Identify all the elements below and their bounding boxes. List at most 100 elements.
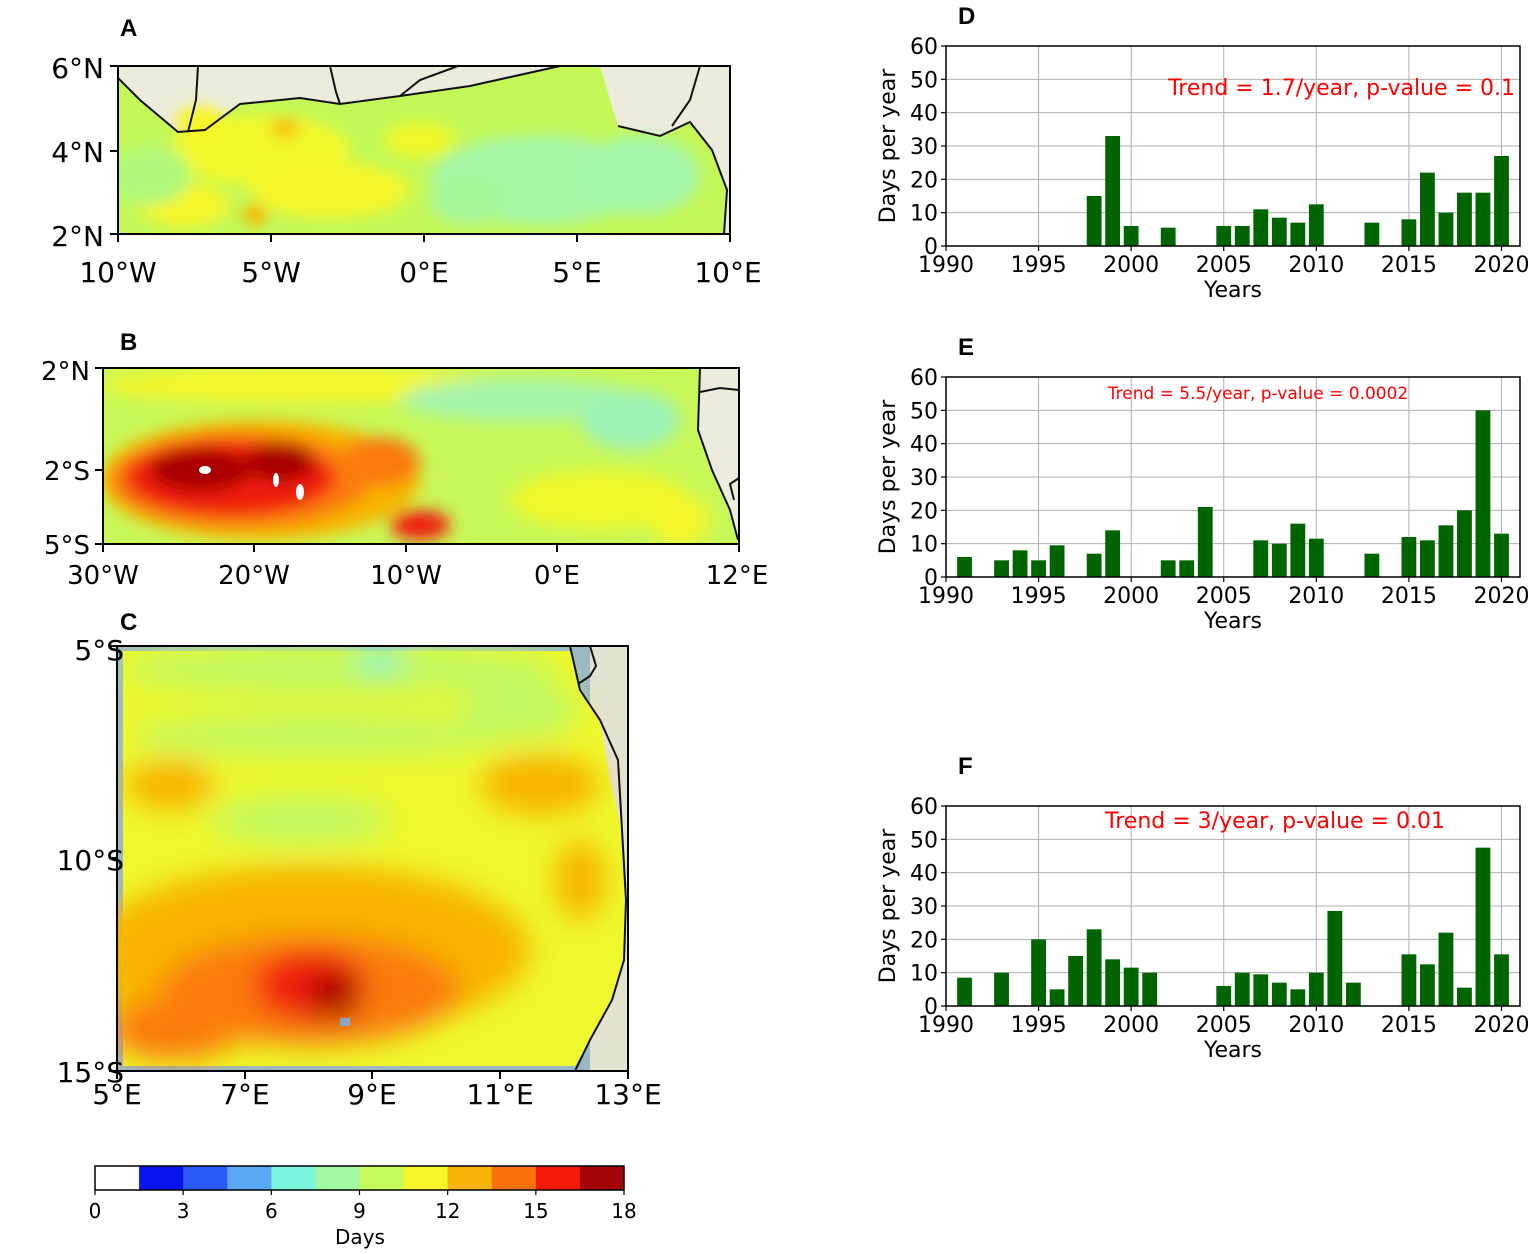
x-tick-label: 2000	[1103, 584, 1159, 609]
bar	[1290, 222, 1306, 246]
y-tick-label: 10	[910, 202, 938, 227]
trend-annotation: Trend = 3/year, p-value = 0.01	[1104, 809, 1445, 834]
x-tick-label: 2010	[1288, 1013, 1344, 1038]
colorbar-cell	[95, 1166, 140, 1190]
y-tick-label: 10	[910, 533, 938, 558]
bar	[1105, 136, 1121, 246]
panel-a-lon-label: 5°E	[552, 256, 602, 289]
bar	[1420, 540, 1435, 577]
y-tick-label: 60	[910, 366, 938, 391]
panel-b-lon-label: 10°W	[370, 561, 442, 591]
bar	[1438, 525, 1454, 577]
colorbar-cell	[227, 1166, 272, 1190]
bar	[1160, 227, 1176, 246]
panel-a-lat-label: 4°N	[51, 136, 104, 169]
x-tick-label: 1995	[1011, 584, 1067, 609]
panel-b-lat-label: 2°S	[44, 457, 90, 487]
bar	[1179, 560, 1195, 577]
bar	[1160, 560, 1176, 577]
panel-b-lon-label: 12°E	[706, 561, 769, 591]
panel-letter: E	[958, 334, 974, 361]
bar	[1420, 964, 1435, 1006]
bar	[1457, 987, 1472, 1006]
panel-c-lon-label: 5°E	[92, 1078, 142, 1111]
bar	[1475, 192, 1491, 246]
y-tick-label: 10	[910, 962, 938, 987]
bar	[1308, 538, 1324, 577]
y-tick-label: 30	[910, 135, 938, 160]
colorbar-tick-label: 9	[353, 1199, 366, 1223]
panel-b-lat-label: 2°N	[41, 357, 90, 387]
colorbar-tick-label: 3	[177, 1199, 190, 1223]
bar	[1253, 974, 1269, 1006]
colorbar-cell	[447, 1166, 493, 1190]
bar	[994, 560, 1009, 577]
x-tick-label: 2005	[1196, 584, 1252, 609]
x-axis-label: Years	[1203, 1038, 1262, 1063]
y-tick-label: 30	[910, 895, 938, 920]
panel-b-ticks	[95, 367, 740, 552]
y-tick-label: 50	[910, 399, 938, 424]
colorbar-label: Days	[335, 1225, 385, 1249]
y-tick-label: 0	[924, 566, 938, 591]
y-tick-label: 60	[910, 35, 938, 60]
x-tick-label: 2015	[1381, 253, 1437, 278]
bar	[1197, 507, 1213, 577]
colorbar-ticks: 0 3 6 9 12 15 18	[89, 1190, 637, 1223]
x-tick-label: 1990	[918, 1013, 974, 1038]
colorbar-cell	[139, 1166, 184, 1190]
colorbar-tick-label: 12	[435, 1199, 460, 1223]
panel-a-lon-label: 0°E	[399, 256, 449, 289]
panel-a-lat-label: 6°N	[51, 52, 104, 85]
panel-a-lon-label: 5°W	[241, 256, 301, 289]
panel-letter: D	[958, 3, 975, 30]
panel-b-gap-cell	[296, 484, 304, 500]
panel-c-contours	[117, 646, 605, 1060]
panel-b-frame	[102, 367, 740, 545]
panel-c-ticks	[109, 645, 629, 1079]
bar	[1494, 533, 1509, 577]
panel-a-lon-label: 10°W	[79, 256, 156, 289]
panel-b-contours	[103, 368, 710, 544]
panel-b-lat-label: 5°S	[44, 531, 90, 561]
panel-c-map	[117, 646, 628, 1071]
colorbar-cell	[403, 1166, 449, 1190]
bar	[1086, 929, 1102, 1006]
panel-a-letter: A	[120, 15, 137, 42]
y-tick-label: 40	[910, 862, 938, 887]
panel-letter: F	[958, 753, 973, 780]
y-tick-label: 30	[910, 466, 938, 491]
colorbar-tick-label: 0	[89, 1199, 102, 1223]
panel-c-border	[577, 646, 598, 685]
bar	[1290, 989, 1306, 1006]
bar	[1475, 847, 1491, 1006]
panel-a-contours	[118, 106, 700, 227]
x-tick-label: 1995	[1011, 253, 1067, 278]
bar	[1475, 410, 1491, 577]
colorbar-tick-label: 18	[611, 1199, 636, 1223]
bar	[1123, 226, 1139, 246]
y-axis-label: Days per year	[876, 399, 901, 554]
bar	[957, 557, 972, 577]
bar	[1068, 956, 1084, 1006]
bar	[1290, 523, 1306, 577]
bar	[1308, 204, 1324, 246]
colorbar-cell	[315, 1166, 360, 1190]
colorbar-cell	[183, 1166, 228, 1190]
bar	[1086, 553, 1102, 577]
panel-c-lon-label: 11°E	[466, 1078, 533, 1111]
bar	[1049, 989, 1065, 1006]
panel-c: C	[57, 609, 662, 1111]
panel-b-lon-label: 30°W	[67, 561, 139, 591]
x-tick-label: 2000	[1103, 1013, 1159, 1038]
x-tick-label: 2010	[1288, 584, 1344, 609]
trend-annotation: Trend = 1.7/year, p-value = 0.1	[1167, 76, 1515, 101]
panel-c-letter: C	[120, 609, 137, 636]
bar	[1438, 932, 1454, 1006]
bar	[1031, 939, 1046, 1006]
x-tick-label: 1990	[918, 253, 974, 278]
bar-chart-e: E 1990 1995 2000 2005 2010 2015 2020 0 10 20 30 40 50…	[876, 334, 1529, 634]
panel-a-borders	[187, 66, 701, 133]
panel-c-lon-label: 13°E	[594, 1078, 661, 1111]
bar	[1123, 967, 1139, 1006]
